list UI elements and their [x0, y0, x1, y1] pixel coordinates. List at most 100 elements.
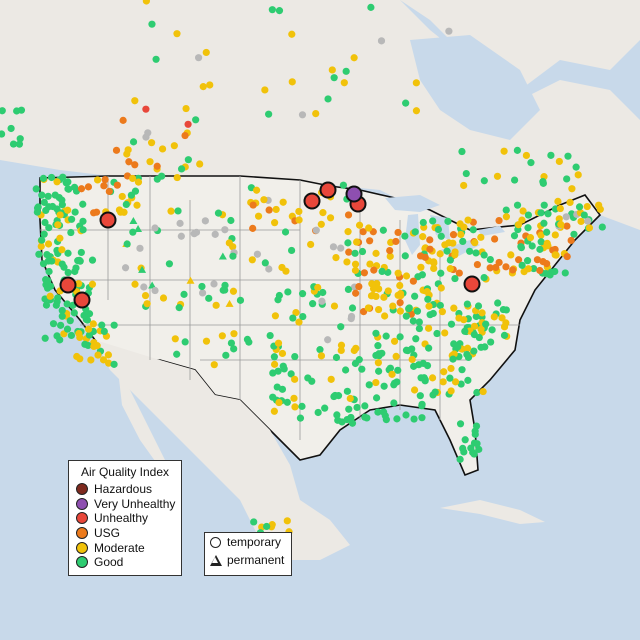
monitor-circle[interactable]: [450, 304, 458, 312]
monitor-circle[interactable]: [562, 213, 570, 221]
monitor-circle[interactable]: [45, 224, 53, 232]
monitor-circle[interactable]: [245, 338, 253, 346]
monitor-circle[interactable]: [474, 302, 483, 310]
monitor-circle[interactable]: [522, 151, 531, 160]
monitor-circle[interactable]: [352, 344, 360, 352]
monitor-circle[interactable]: [110, 321, 118, 329]
monitor-circle[interactable]: [33, 204, 42, 212]
monitor-circle[interactable]: [479, 387, 487, 396]
monitor-circle[interactable]: [460, 448, 468, 456]
monitor-circle[interactable]: [413, 307, 422, 315]
major-monitor-circle[interactable]: [59, 276, 77, 294]
monitor-circle[interactable]: [477, 325, 485, 333]
monitor-circle[interactable]: [353, 238, 361, 246]
monitor-circle[interactable]: [343, 258, 351, 266]
monitor-circle[interactable]: [418, 271, 426, 279]
monitor-circle[interactable]: [382, 332, 390, 340]
monitor-circle[interactable]: [121, 264, 130, 272]
monitor-circle[interactable]: [63, 325, 72, 333]
monitor-circle[interactable]: [429, 217, 437, 225]
monitor-circle[interactable]: [458, 366, 466, 374]
monitor-circle[interactable]: [329, 243, 338, 251]
monitor-circle[interactable]: [507, 251, 515, 259]
monitor-circle[interactable]: [556, 204, 564, 213]
monitor-circle[interactable]: [402, 411, 410, 419]
monitor-circle[interactable]: [478, 309, 486, 317]
monitor-circle[interactable]: [54, 294, 62, 302]
monitor-circle[interactable]: [344, 211, 353, 219]
monitor-circle[interactable]: [47, 282, 55, 290]
monitor-circle[interactable]: [473, 440, 481, 448]
monitor-circle[interactable]: [530, 264, 538, 273]
monitor-circle[interactable]: [153, 162, 161, 170]
monitor-circle[interactable]: [447, 387, 455, 395]
monitor-circle[interactable]: [63, 300, 71, 308]
monitor-circle[interactable]: [430, 259, 438, 267]
monitor-circle[interactable]: [563, 252, 571, 261]
monitor-circle[interactable]: [47, 173, 56, 182]
monitor-circle[interactable]: [222, 351, 230, 359]
monitor-circle[interactable]: [396, 307, 404, 315]
monitor-circle[interactable]: [45, 267, 53, 276]
monitor-circle[interactable]: [424, 295, 432, 303]
monitor-circle[interactable]: [307, 240, 315, 249]
monitor-circle[interactable]: [464, 376, 472, 384]
monitor-triangle[interactable]: [225, 299, 234, 307]
monitor-circle[interactable]: [46, 292, 54, 300]
monitor-circle[interactable]: [411, 292, 419, 300]
monitor-circle[interactable]: [133, 201, 141, 209]
monitor-circle[interactable]: [93, 176, 102, 184]
monitor-circle[interactable]: [344, 239, 352, 247]
monitor-circle[interactable]: [142, 0, 150, 5]
monitor-circle[interactable]: [100, 327, 108, 336]
monitor-circle[interactable]: [482, 320, 490, 328]
monitor-circle[interactable]: [342, 366, 350, 374]
monitor-circle[interactable]: [250, 518, 258, 526]
monitor-triangle[interactable]: [138, 265, 147, 273]
monitor-circle[interactable]: [517, 243, 525, 251]
monitor-circle[interactable]: [298, 111, 307, 119]
monitor-circle[interactable]: [446, 256, 454, 264]
monitor-circle[interactable]: [333, 411, 341, 419]
monitor-circle[interactable]: [437, 269, 445, 277]
monitor-circle[interactable]: [129, 174, 137, 183]
monitor-circle[interactable]: [493, 172, 502, 180]
monitor-circle[interactable]: [412, 335, 420, 343]
monitor-triangle[interactable]: [148, 281, 157, 289]
monitor-circle[interactable]: [426, 236, 434, 244]
monitor-circle[interactable]: [49, 320, 58, 328]
monitor-circle[interactable]: [85, 331, 94, 339]
monitor-circle[interactable]: [396, 333, 404, 341]
monitor-circle[interactable]: [77, 185, 86, 193]
monitor-circle[interactable]: [557, 220, 565, 229]
monitor-circle[interactable]: [230, 330, 238, 338]
monitor-circle[interactable]: [195, 54, 203, 62]
monitor-circle[interactable]: [567, 236, 575, 245]
monitor-circle[interactable]: [457, 380, 465, 388]
monitor-circle[interactable]: [229, 287, 238, 295]
monitor-circle[interactable]: [249, 224, 257, 232]
monitor-circle[interactable]: [537, 238, 545, 246]
monitor-circle[interactable]: [68, 215, 76, 223]
monitor-circle[interactable]: [348, 304, 357, 312]
monitor-circle[interactable]: [71, 208, 79, 216]
monitor-triangle[interactable]: [218, 252, 227, 260]
monitor-circle[interactable]: [181, 338, 189, 346]
monitor-circle[interactable]: [271, 312, 280, 320]
monitor-circle[interactable]: [225, 239, 233, 247]
monitor-circle[interactable]: [248, 256, 256, 264]
monitor-circle[interactable]: [358, 247, 367, 256]
monitor-circle[interactable]: [447, 364, 455, 373]
monitor-circle[interactable]: [211, 230, 219, 238]
monitor-circle[interactable]: [351, 266, 360, 274]
monitor-circle[interactable]: [436, 301, 444, 310]
monitor-circle[interactable]: [351, 260, 360, 268]
monitor-circle[interactable]: [151, 286, 159, 295]
monitor-circle[interactable]: [543, 260, 551, 268]
monitor-circle[interactable]: [379, 226, 387, 234]
monitor-triangle[interactable]: [186, 276, 195, 284]
monitor-circle[interactable]: [386, 246, 394, 255]
monitor-circle[interactable]: [360, 269, 369, 277]
monitor-circle[interactable]: [45, 203, 53, 211]
monitor-circle[interactable]: [433, 329, 441, 338]
